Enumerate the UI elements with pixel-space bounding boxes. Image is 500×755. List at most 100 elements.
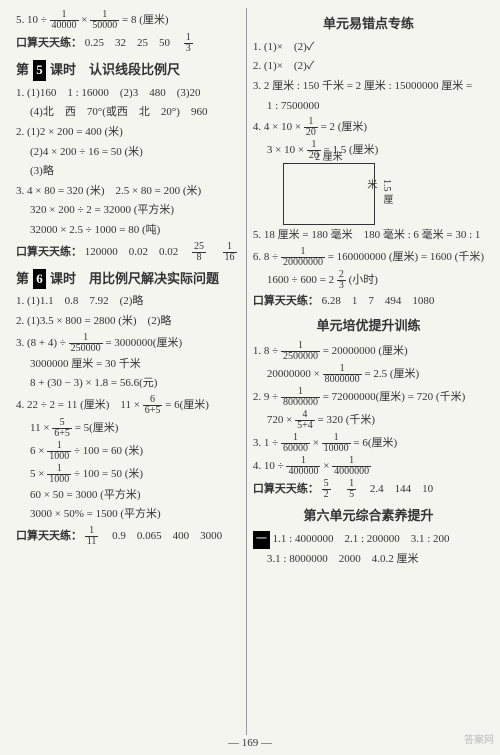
- lesson-number: 6: [33, 269, 46, 290]
- txt: 3. 1 ÷: [253, 437, 281, 449]
- fraction: 1400000: [286, 456, 320, 477]
- txt: 4. 22 ÷ 2 = 11 (厘米) 11 ×: [16, 399, 143, 411]
- page: 5. 10 ÷ 140000 × 150000 = 8 (厘米) 口算天天练： …: [0, 0, 500, 755]
- txt: ×: [323, 460, 332, 472]
- text-line: 5. 18 厘米 = 180 毫米 180 毫米 : 6 毫米 = 30 : 1: [253, 227, 484, 245]
- daily-label: 口算天天练：: [253, 295, 319, 307]
- lesson-number: 5: [33, 60, 46, 81]
- daily-practice: 口算天天练： 120000 0.02 0.02 258 116: [16, 242, 240, 263]
- rectangle-diagram: 2 厘米 1.5 厘米: [283, 163, 375, 225]
- text-line: 6 × 11000 ÷ 100 = 60 (米): [16, 441, 240, 462]
- text-line: 1. (1)1.1 0.8 7.92 (2)略: [16, 293, 240, 311]
- fraction: 13: [184, 33, 193, 54]
- fraction: 11000: [47, 441, 71, 462]
- txt: 4. 4 × 10 ×: [253, 121, 304, 133]
- fraction: 15: [347, 479, 356, 500]
- fraction: 18000000: [281, 387, 320, 408]
- txt: 1. 8 ÷: [253, 345, 281, 357]
- right-column: 单元易错点专练 1. (1)× (2)✓ 2. (1)× (2)✓ 3. 2 厘…: [247, 8, 490, 735]
- txt: [209, 246, 220, 258]
- left-column: 5. 10 ÷ 140000 × 150000 = 8 (厘米) 口算天天练： …: [10, 8, 246, 735]
- txt: ÷ 100 = 60 (米): [74, 445, 143, 457]
- watermark: 答案网: [464, 733, 494, 749]
- text-line: 60 × 50 = 3000 (平方米): [16, 487, 240, 505]
- text-line: 32000 × 2.5 ÷ 1000 = 80 (吨): [16, 222, 240, 240]
- text-line: 3. (8 + 4) ÷ 1250000 = 3000000(厘米): [16, 333, 240, 354]
- text-line: 5. 10 ÷ 140000 × 150000 = 8 (厘米): [16, 10, 240, 31]
- text-line: 3000 × 50% = 1500 (平方米): [16, 506, 240, 524]
- text-line: 3. 2 厘米 : 150 千米 = 2 厘米 : 15000000 厘米 =: [253, 78, 484, 96]
- txt: 第: [16, 271, 29, 286]
- daily-practice: 口算天天练： 52 15 2.4 144 10: [253, 479, 484, 500]
- txt: 720 ×: [267, 414, 295, 426]
- txt: 6. 8 ÷: [253, 251, 281, 263]
- daily-practice: 口算天天练： 6.28 1 7 494 1080: [253, 293, 484, 311]
- text-line: (2)4 × 200 ÷ 16 = 50 (米): [16, 144, 240, 162]
- text-line: 1. (1)160 1 : 16000 (2)3 480 (3)20: [16, 85, 240, 103]
- text-line: 4. 4 × 10 × 120 = 2 (厘米): [253, 117, 484, 138]
- section-title: 第 6 课时 用比例尺解决实际问题: [16, 269, 240, 290]
- fraction: 18000000: [323, 364, 362, 385]
- txt: ×: [81, 14, 90, 26]
- txt: 5 ×: [30, 468, 47, 480]
- section-title: 第 5 课时 认识线段比例尺: [16, 60, 240, 81]
- txt: = 160000000 (厘米) = 1600 (千米): [328, 251, 484, 263]
- txt: = 6(厘米): [353, 437, 397, 449]
- fraction: 45+4: [295, 410, 315, 431]
- fraction: 52: [322, 479, 331, 500]
- fraction: 160000: [281, 433, 310, 454]
- daily-label: 口算天天练：: [16, 530, 82, 542]
- fraction: 12500000: [281, 341, 320, 362]
- txt: 120000 0.02 0.02: [85, 246, 190, 258]
- text-line: 11 × 56+5 = 5(厘米): [16, 418, 240, 439]
- text-line: 20000000 × 18000000 = 2.5 (厘米): [253, 364, 484, 385]
- txt: 3. (8 + 4) ÷: [16, 337, 69, 349]
- fraction: 116: [223, 242, 237, 263]
- txt: [333, 483, 344, 495]
- txt: = 20000000 (厘米): [323, 345, 408, 357]
- fraction: 140000: [50, 10, 79, 31]
- txt: 5. 10 ÷: [16, 14, 50, 26]
- txt: 20000000 ×: [267, 368, 323, 380]
- daily-practice: 口算天天练： 111 0.9 0.065 400 3000: [16, 526, 240, 547]
- txt: 0.25 32 25 50: [85, 37, 181, 49]
- txt: = 2 (厘米): [321, 121, 368, 133]
- txt: = 72000000(厘米) = 720 (千米): [323, 391, 466, 403]
- daily-label: 口算天天练：: [253, 483, 319, 495]
- txt: 1600 ÷ 600 = 2: [267, 274, 334, 286]
- txt: 2. 9 ÷: [253, 391, 281, 403]
- section-title: 第六单元综合素养提升: [253, 506, 484, 527]
- text-line: 4. 10 ÷ 1400000 × 14000000: [253, 456, 484, 477]
- txt: = 6(厘米): [165, 399, 209, 411]
- fraction: 150000: [90, 10, 119, 31]
- text-line: 6. 8 ÷ 120000000 = 160000000 (厘米) = 1600…: [253, 247, 484, 268]
- text-line: 3000000 厘米 = 30 千米: [16, 356, 240, 374]
- text-line: 1. (1)× (2)✓: [253, 39, 484, 57]
- text-line: 2. (1)2 × 200 = 400 (米): [16, 124, 240, 142]
- txt: 6.28 1 7 494 1080: [322, 295, 435, 307]
- text-line: 3. 1 ÷ 160000 × 110000 = 6(厘米): [253, 433, 484, 454]
- fraction: 14000000: [332, 456, 371, 477]
- section-title: 单元培优提升训练: [253, 316, 484, 337]
- text-line: (3)略: [16, 163, 240, 181]
- text-line: 3. 4 × 80 = 320 (米) 2.5 × 80 = 200 (米): [16, 183, 240, 201]
- txt: 课时 认识线段比例尺: [50, 62, 180, 77]
- txt: = 5(厘米): [75, 422, 119, 434]
- text-line: 1600 ÷ 600 = 2 23 (小时): [253, 270, 484, 291]
- fraction: 66+5: [143, 395, 163, 416]
- txt: (小时): [349, 274, 378, 286]
- txt: 1.1 : 4000000 2.1 : 200000 3.1 : 200: [273, 533, 450, 545]
- text-line: 320 × 200 ÷ 2 = 32000 (平方米): [16, 202, 240, 220]
- fraction: 23: [337, 270, 346, 291]
- text-line: 3.1 : 8000000 2000 4.0.2 厘米: [253, 551, 484, 569]
- section-number: 一: [253, 531, 270, 549]
- text-line: 1 : 7500000: [253, 98, 484, 116]
- txt: = 2.5 (厘米): [364, 368, 419, 380]
- txt: = 3000000(厘米): [105, 337, 182, 349]
- text-line: (4)北 西 70°(或西 北 20°) 960: [16, 104, 240, 122]
- fraction: 1250000: [69, 333, 103, 354]
- text-line: 2. 9 ÷ 18000000 = 72000000(厘米) = 720 (千米…: [253, 387, 484, 408]
- daily-practice: 口算天天练： 0.25 32 25 50 13: [16, 33, 240, 54]
- txt: 课时 用比例尺解决实际问题: [50, 271, 219, 286]
- daily-label: 口算天天练：: [16, 246, 82, 258]
